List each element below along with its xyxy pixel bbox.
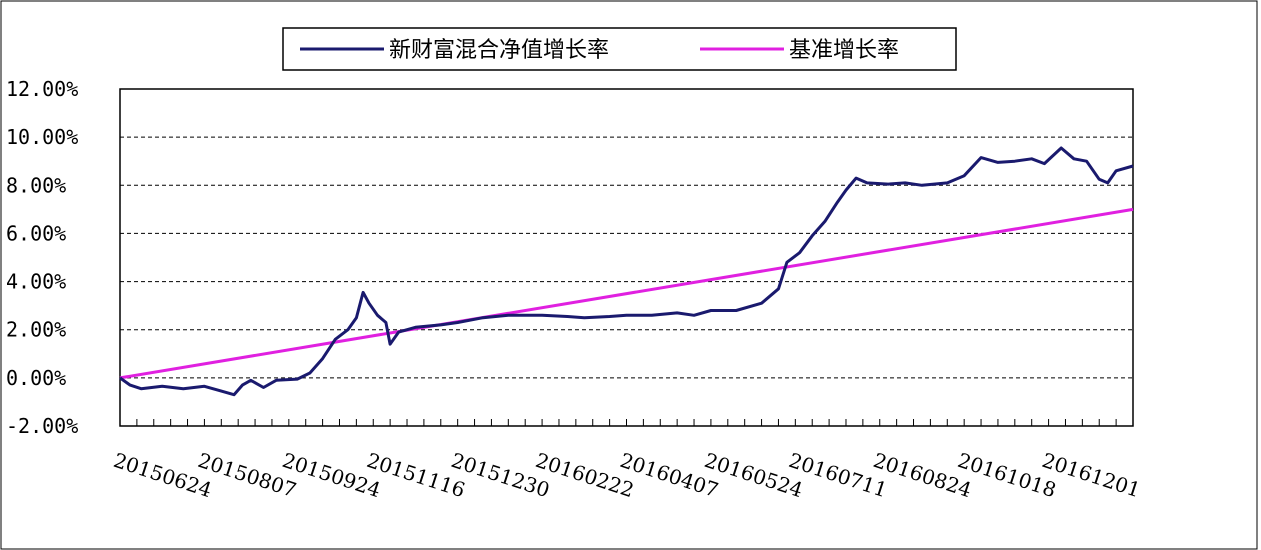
y-tick-label: 12.00% — [6, 77, 78, 101]
y-tick-label: -2.00% — [6, 414, 78, 438]
y-tick-label: 2.00% — [6, 318, 66, 342]
series-line-benchmark-growth — [119, 207, 1134, 380]
x-axis-tick-marks — [119, 419, 1134, 426]
legend: 新财富混合净值增长率 基准增长率 — [282, 27, 957, 71]
y-tick-label: 6.00% — [6, 221, 66, 245]
legend-label-series-2: 基准增长率 — [789, 38, 899, 63]
y-axis-tick-labels: -2.00% 0.00% 2.00% 4.00% 6.00% 8.00% 10.00% 12.… — [6, 77, 78, 438]
grid-lines — [120, 136, 1133, 379]
legend-label-series-1: 新财富混合净值增长率 — [389, 38, 609, 63]
y-tick-label: 4.00% — [6, 270, 66, 294]
series-line-nav-growth — [119, 146, 1134, 397]
y-tick-label: 10.00% — [6, 125, 78, 149]
y-tick-label: 0.00% — [6, 366, 66, 390]
series-lines — [119, 146, 1134, 397]
legend-box — [282, 27, 957, 71]
y-tick-label: 8.00% — [6, 173, 66, 197]
